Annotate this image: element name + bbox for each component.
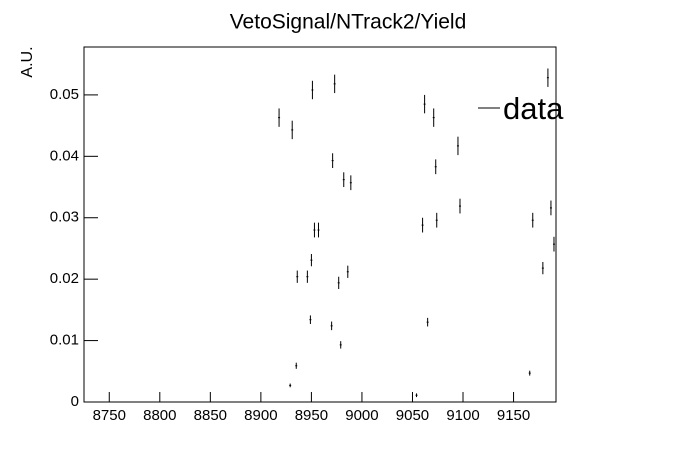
x-tick-label: 8800	[143, 407, 176, 424]
x-tick-label: 8850	[194, 407, 227, 424]
y-tick-label: 0.02	[50, 270, 79, 287]
plot-frame	[83, 46, 557, 403]
x-tick-label: 9000	[345, 407, 378, 424]
x-tick-label: 8750	[93, 407, 126, 424]
y-tick-label: 0.04	[50, 147, 79, 164]
y-axis-label: A.U.	[19, 46, 36, 77]
y-tick-label: 0.05	[50, 86, 79, 103]
y-tick-label: 0	[71, 393, 79, 410]
y-tick-label: 0.01	[50, 332, 79, 349]
legend-label: data	[503, 91, 564, 126]
x-tick-label: 8900	[244, 407, 277, 424]
y-tick-label: 0.03	[50, 209, 79, 226]
x-tick-label: 8950	[295, 407, 328, 424]
chart-title: VetoSignal/NTrack2/Yield	[230, 11, 467, 34]
x-tick-label: 9150	[497, 407, 530, 424]
x-tick-label: 9100	[446, 407, 479, 424]
x-tick-label: 9050	[396, 407, 429, 424]
